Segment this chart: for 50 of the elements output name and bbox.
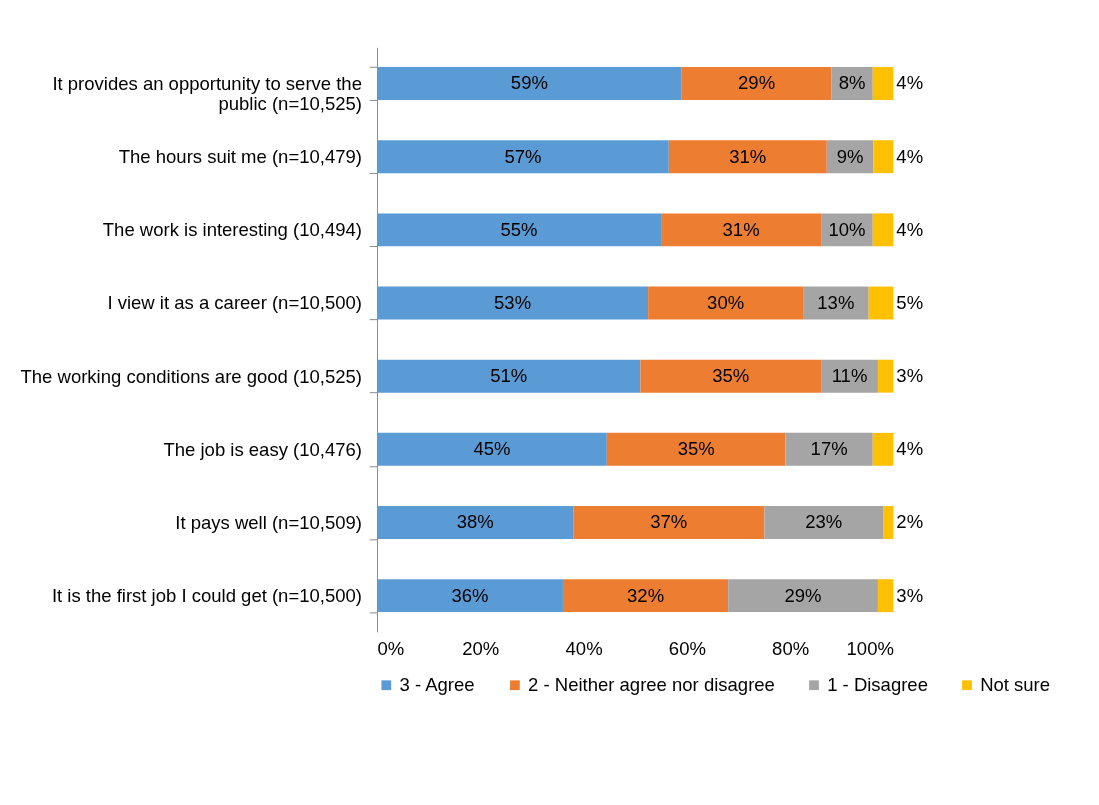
data-label: 36% (451, 584, 489, 606)
y-tick-label: The job is easy (10,476) (163, 438, 362, 460)
data-label: 4% (896, 72, 924, 94)
y-tick-label: It pays well (n=10,509) (175, 511, 362, 533)
data-label: 57% (504, 145, 542, 167)
data-label: 35% (677, 438, 715, 460)
data-label: 30% (707, 291, 745, 313)
x-tick-label: 100% (846, 637, 894, 659)
legend-label: Not sure (980, 674, 1051, 696)
y-tick-label: The work is interesting (10,494) (102, 219, 362, 241)
data-label: 51% (490, 365, 528, 387)
data-label: 10% (828, 218, 866, 240)
data-label: 37% (650, 511, 688, 533)
data-label: 11% (831, 365, 868, 387)
y-tick-label: It is the first job I could get (n=10,500) (51, 585, 362, 606)
legend-label: 1 - Disagree (827, 674, 928, 696)
data-label: 13% (817, 291, 855, 313)
data-label: 5% (896, 291, 924, 313)
data-label: 9% (836, 145, 864, 167)
data-label: 4% (896, 438, 924, 460)
data-label: 3% (896, 584, 924, 606)
data-label: 17% (810, 438, 848, 460)
legend-label: 3 - Agree (399, 674, 475, 696)
data-label: 4% (896, 218, 924, 240)
data-label: 45% (473, 438, 511, 460)
data-label: 31% (729, 145, 767, 167)
data-label: 55% (500, 218, 538, 240)
x-tick-label: 0% (377, 637, 405, 659)
data-label: 4% (896, 145, 924, 167)
data-label: 29% (784, 584, 822, 606)
x-tick-label: 20% (462, 637, 500, 659)
x-tick-label: 80% (772, 637, 810, 659)
y-tick-label: The hours suit me (n=10,479) (118, 146, 362, 168)
data-label: 32% (627, 584, 665, 606)
legend-label: 2 - Neither agree nor disagree (528, 674, 775, 696)
data-label: 23% (805, 511, 843, 533)
y-tick-label: It provides an opportunity to serve the public (n=10,525) (52, 72, 362, 115)
data-label: 53% (494, 291, 532, 313)
x-tick-label: 60% (668, 637, 706, 659)
x-tick-label: 40% (565, 637, 603, 659)
data-label: 8% (838, 72, 866, 94)
data-label: 35% (712, 365, 750, 387)
data-label: 3% (896, 365, 924, 387)
data-label: 2% (896, 511, 924, 533)
y-tick-label: The working conditions are good (10,525) (20, 365, 362, 387)
data-label: 38% (456, 511, 494, 533)
y-tick-label: I view it as a career (n=10,500) (107, 292, 362, 314)
data-label: 29% (738, 72, 776, 94)
data-label: 59% (510, 72, 548, 94)
data-label: 31% (722, 218, 760, 240)
